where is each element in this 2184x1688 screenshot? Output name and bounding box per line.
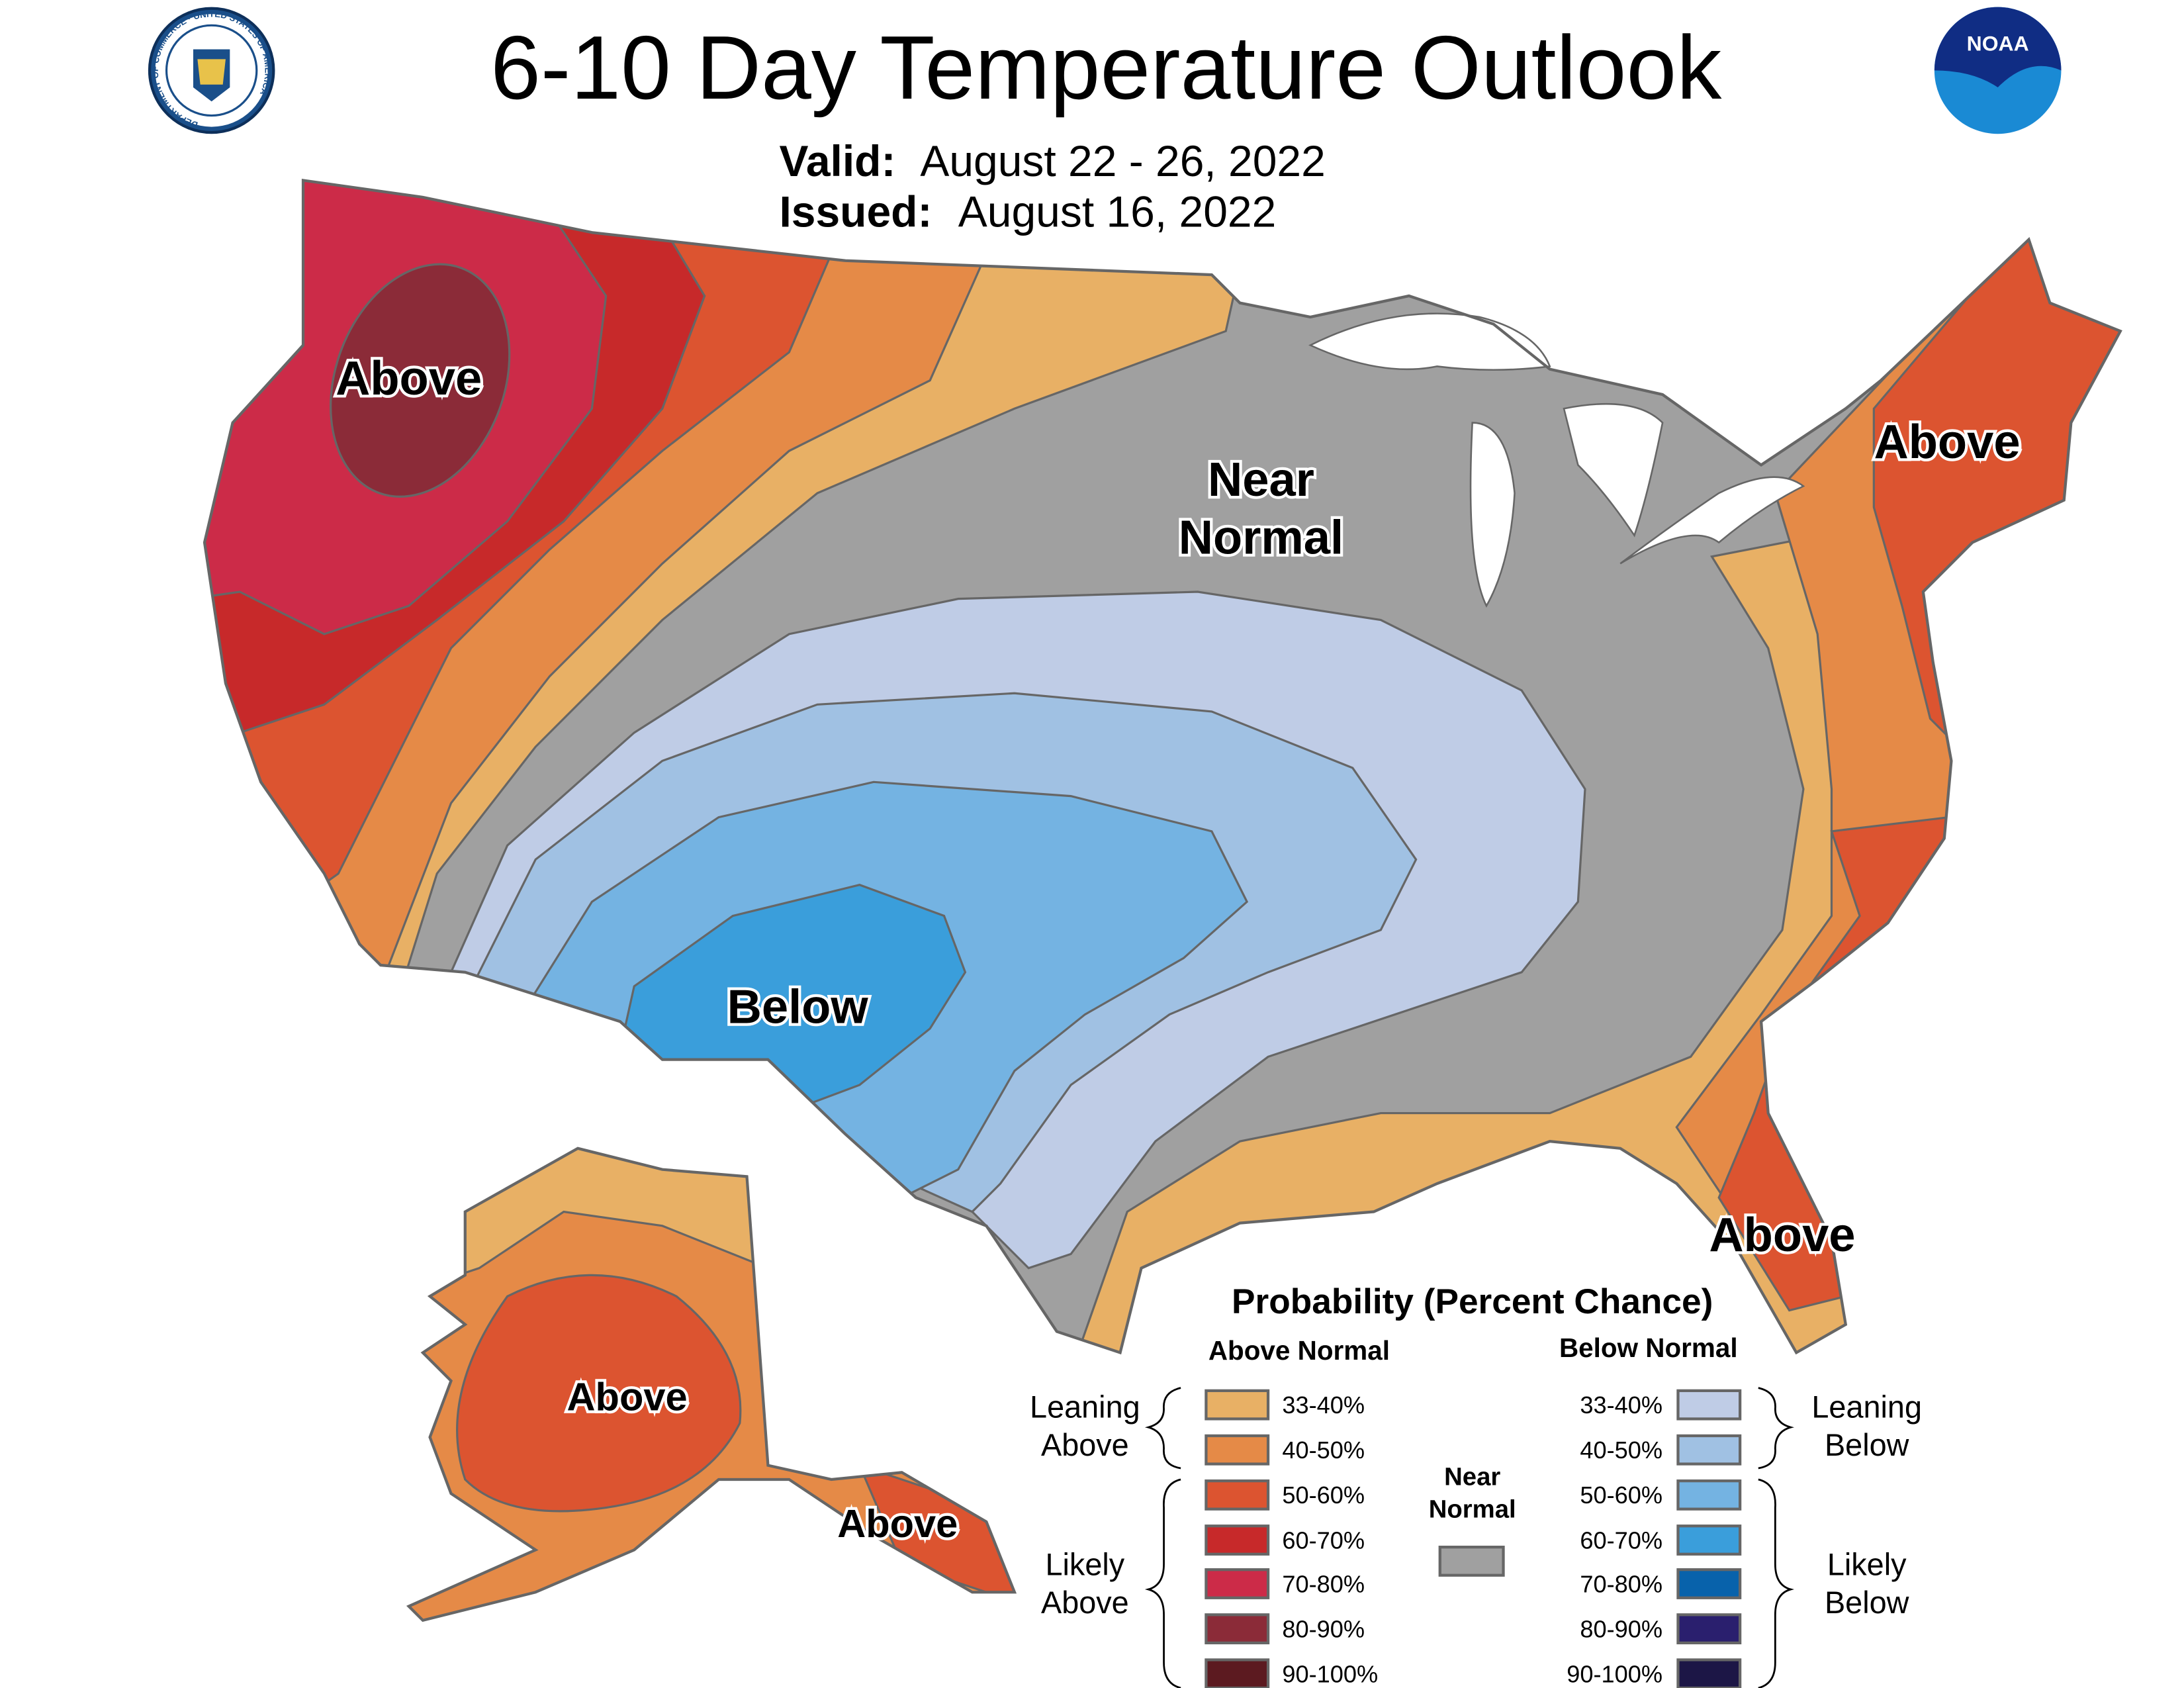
- below-swatch: [1676, 1658, 1742, 1688]
- below-range-label: 40-50%: [1580, 1436, 1662, 1464]
- leaning-below-label: Leaning: [1811, 1389, 1922, 1424]
- conus-map: [205, 180, 2120, 1353]
- below-range-label: 80-90%: [1580, 1615, 1662, 1642]
- below-swatch: [1676, 1568, 1742, 1599]
- below-legend-rows: 33-40% 40-50% 50-60% 60-70% 70-80% 80-90% 90-1…: [1567, 1389, 1742, 1688]
- likely-below-label: Likely: [1827, 1548, 1907, 1582]
- above-range-label: 80-90%: [1282, 1615, 1365, 1642]
- above-swatch: [1205, 1524, 1270, 1556]
- label-central-2: Normal: [1179, 511, 1343, 565]
- legend-below-header: Below Normal: [1559, 1333, 1738, 1363]
- below-swatch: [1676, 1434, 1742, 1466]
- above-swatch: [1205, 1613, 1270, 1645]
- conus-outline: [203, 179, 2122, 1355]
- below-swatch: [1676, 1389, 1742, 1421]
- west-above-80-90: [330, 263, 511, 498]
- legend: Probability (Percent Chance) Above Norma…: [1030, 1282, 1922, 1688]
- below-range-label: 70-80%: [1580, 1570, 1662, 1597]
- below-range-label: 33-40%: [1580, 1391, 1662, 1419]
- page-title: 6-10 Day Temperature Outlook: [490, 17, 1722, 118]
- label-alaska: Above: [567, 1375, 688, 1419]
- above-swatch: [1205, 1479, 1270, 1511]
- near-normal-swatch: [1438, 1546, 1505, 1577]
- near-normal-label: Normal: [1429, 1495, 1516, 1523]
- below-range-label: 50-60%: [1580, 1481, 1662, 1509]
- great-lakes: [1308, 312, 1805, 608]
- near-normal-label: Near: [1444, 1462, 1500, 1491]
- lake-michigan: [1469, 422, 1516, 608]
- above-range-label: 90-100%: [1282, 1660, 1378, 1687]
- above-legend-rows: 33-40% 40-50% 50-60% 60-70% 70-80% 80-90% 90-1…: [1205, 1389, 1378, 1688]
- likely-above-label: Above: [1041, 1585, 1129, 1620]
- leaning-below-label: Below: [1825, 1428, 1909, 1462]
- label-florida: Above: [1709, 1208, 1855, 1262]
- lake-huron: [1563, 402, 1664, 538]
- above-range-label: 33-40%: [1282, 1391, 1365, 1419]
- lake-erie-ontario: [1619, 476, 1805, 565]
- legend-above-header: Above Normal: [1208, 1335, 1390, 1366]
- above-swatch: [1205, 1434, 1270, 1466]
- legend-braces: [1144, 1387, 1795, 1688]
- valid-dates: August 22 - 26, 2022: [920, 136, 1326, 185]
- issued-label: Issued:: [779, 187, 932, 236]
- noaa-logo-icon: NOAA: [1934, 7, 2062, 134]
- leaning-above-label: Above: [1041, 1428, 1129, 1462]
- likely-below-label: Below: [1825, 1585, 1909, 1620]
- label-alaska-southeast: Above: [837, 1501, 958, 1546]
- above-range-label: 70-80%: [1282, 1570, 1365, 1597]
- likely-above-label: Likely: [1046, 1548, 1125, 1582]
- valid-label: Valid:: [779, 136, 895, 185]
- below-swatch: [1676, 1524, 1742, 1556]
- above-range-label: 50-60%: [1282, 1481, 1365, 1509]
- above-swatch: [1205, 1389, 1270, 1421]
- label-northeast: Above: [1874, 415, 2020, 469]
- legend-title: Probability (Percent Chance): [1232, 1282, 1713, 1321]
- label-central-1: Near: [1208, 453, 1314, 506]
- commerce-seal-icon: DEPARTMENT OF COMMERCE · UNITED STATES O…: [148, 7, 275, 134]
- below-swatch: [1676, 1613, 1742, 1645]
- noaa-logo-text: NOAA: [1967, 32, 2029, 56]
- label-northwest: Above: [336, 352, 482, 405]
- label-southwest: Below: [727, 980, 869, 1033]
- above-range-label: 60-70%: [1282, 1526, 1365, 1554]
- below-range-label: 60-70%: [1580, 1526, 1662, 1554]
- above-swatch: [1205, 1568, 1270, 1599]
- leaning-above-label: Leaning: [1030, 1389, 1140, 1424]
- above-swatch: [1205, 1658, 1270, 1688]
- above-range-label: 40-50%: [1282, 1436, 1365, 1464]
- issued-date: August 16, 2022: [958, 187, 1277, 236]
- lake-superior: [1308, 312, 1551, 371]
- below-range-label: 90-100%: [1567, 1660, 1662, 1687]
- below-swatch: [1676, 1479, 1742, 1511]
